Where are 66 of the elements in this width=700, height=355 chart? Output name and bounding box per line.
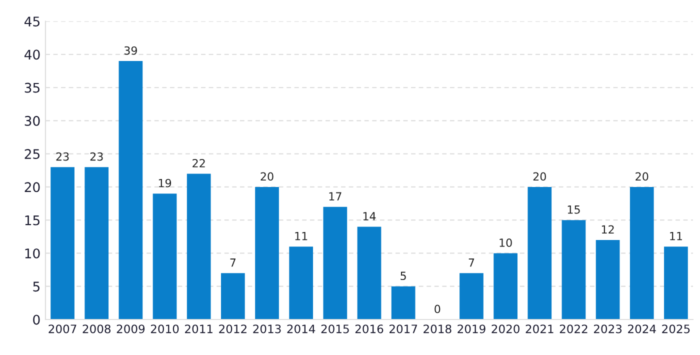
data-label: 5 (400, 272, 406, 280)
bar (118, 61, 143, 320)
x-tick-label: 2010 (150, 324, 179, 334)
x-tick-label: 2007 (48, 324, 76, 334)
bar (562, 220, 586, 320)
x-tick-label: 2021 (526, 324, 554, 334)
bar (152, 194, 177, 320)
bar (391, 286, 416, 320)
x-tick-label: 2011 (185, 324, 212, 334)
data-label: 20 (260, 172, 274, 181)
x-tick-label: 2019 (458, 324, 486, 334)
bar (357, 226, 382, 320)
y-tick-label: 45 (24, 16, 40, 26)
data-label: 0 (434, 304, 440, 314)
data-label: 12 (602, 225, 614, 234)
bar (664, 246, 688, 320)
data-label: 19 (158, 178, 172, 188)
x-tick-label: 2015 (321, 324, 349, 334)
y-tick-label: 5 (33, 282, 40, 292)
bar (596, 240, 620, 320)
data-label: 15 (568, 206, 580, 214)
bar (630, 186, 654, 320)
bar (50, 167, 74, 320)
bar (84, 167, 109, 320)
data-label: 7 (230, 258, 236, 267)
data-label: 23 (90, 152, 103, 161)
data-label: 14 (363, 212, 376, 220)
bar (494, 253, 518, 320)
y-tick-label: 30 (24, 116, 40, 126)
y-tick-label: 25 (24, 149, 40, 160)
data-label: 20 (533, 172, 546, 181)
y-tick-label: 15 (25, 215, 40, 226)
x-tick-label: 2023 (594, 324, 622, 334)
data-label: 11 (295, 232, 308, 240)
x-tick-label: 2024 (628, 324, 656, 334)
x-tick-label: 2018 (424, 324, 452, 334)
bar (186, 174, 211, 320)
bar (221, 273, 245, 320)
x-tick-label: 2017 (390, 324, 418, 334)
data-label: 17 (329, 192, 342, 200)
data-label: 23 (56, 152, 69, 161)
data-label: 20 (636, 172, 648, 181)
data-label: 22 (192, 158, 205, 168)
x-tick-label: 2014 (287, 324, 316, 334)
data-label: 7 (468, 258, 474, 267)
x-tick-label: 2013 (253, 324, 281, 334)
x-tick-label: 2008 (82, 324, 110, 334)
y-tick-label: 10 (25, 248, 40, 258)
y-tick-label: 0 (33, 314, 40, 325)
x-tick-label: 2016 (355, 324, 384, 334)
bar (289, 246, 314, 320)
x-tick-label: 2012 (219, 324, 246, 334)
y-tick-label: 20 (24, 182, 40, 192)
y-tick-label: 35 (24, 82, 40, 93)
x-tick-label: 2020 (492, 324, 520, 334)
x-tick-label: 2009 (116, 324, 145, 334)
y-tick-label: 40 (24, 50, 40, 60)
bar (255, 186, 279, 320)
x-tick-label: 2025 (662, 324, 690, 334)
bar (323, 206, 348, 320)
data-label: 11 (670, 232, 682, 240)
bar (460, 273, 484, 320)
data-label: 10 (500, 238, 512, 247)
x-tick-label: 2022 (560, 324, 588, 334)
bar (528, 186, 552, 320)
data-label: 39 (124, 46, 137, 55)
